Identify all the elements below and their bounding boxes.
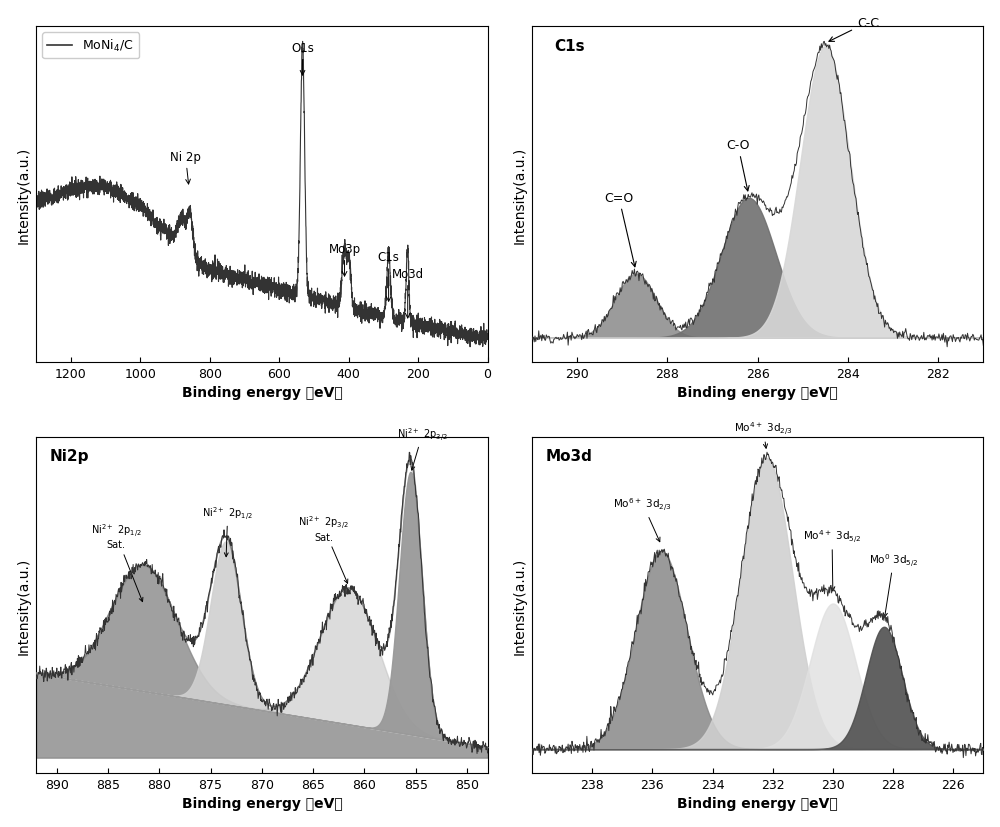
X-axis label: Binding energy （eV）: Binding energy （eV） — [182, 796, 342, 810]
X-axis label: Binding energy （eV）: Binding energy （eV） — [182, 386, 342, 400]
Y-axis label: Intensity(a.u.): Intensity(a.u.) — [17, 146, 31, 243]
Text: Mo3d: Mo3d — [392, 268, 424, 318]
X-axis label: Binding energy （eV）: Binding energy （eV） — [677, 796, 838, 810]
Text: O1s: O1s — [291, 42, 314, 76]
Text: Mo$^{4+}$ 3d$_{2/3}$: Mo$^{4+}$ 3d$_{2/3}$ — [734, 420, 793, 449]
Text: C=O: C=O — [604, 191, 636, 267]
X-axis label: Binding energy （eV）: Binding energy （eV） — [677, 386, 838, 400]
Text: Ni$^{2+}$ 2p$_{3/2}$
Sat.: Ni$^{2+}$ 2p$_{3/2}$ Sat. — [298, 514, 349, 584]
Y-axis label: Intensity(a.u.): Intensity(a.u.) — [512, 557, 526, 654]
Legend: MoNi$_4$/C: MoNi$_4$/C — [42, 33, 139, 60]
Text: C-C: C-C — [829, 17, 879, 42]
Text: Ni$^{2+}$ 2p$_{3/2}$: Ni$^{2+}$ 2p$_{3/2}$ — [397, 425, 448, 471]
Text: Mo$^{6+}$ 3d$_{2/3}$: Mo$^{6+}$ 3d$_{2/3}$ — [613, 495, 672, 542]
Text: Ni2p: Ni2p — [50, 449, 89, 464]
Text: Mo3p: Mo3p — [328, 242, 361, 277]
Text: Ni$^{2+}$ 2p$_{1/2}$: Ni$^{2+}$ 2p$_{1/2}$ — [202, 504, 253, 557]
Text: C1s: C1s — [555, 39, 585, 54]
Text: Mo$^{4+}$ 3d$_{5/2}$: Mo$^{4+}$ 3d$_{5/2}$ — [803, 528, 861, 591]
Text: C1s: C1s — [378, 251, 400, 302]
Text: Ni$^{2+}$ 2p$_{1/2}$
Sat.: Ni$^{2+}$ 2p$_{1/2}$ Sat. — [91, 521, 143, 602]
Y-axis label: Intensity(a.u.): Intensity(a.u.) — [17, 557, 31, 654]
Text: Ni 2p: Ni 2p — [170, 151, 201, 184]
Y-axis label: Intensity(a.u.): Intensity(a.u.) — [512, 146, 526, 243]
Text: Mo3d: Mo3d — [546, 449, 592, 464]
Text: C-O: C-O — [726, 139, 750, 192]
Text: Mo$^{0}$ 3d$_{5/2}$: Mo$^{0}$ 3d$_{5/2}$ — [869, 551, 919, 618]
